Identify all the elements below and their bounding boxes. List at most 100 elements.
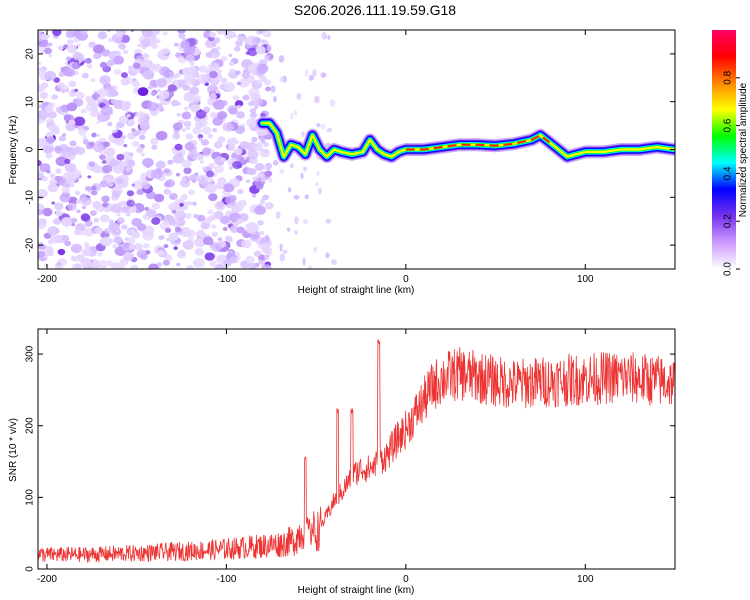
noise-speck: [199, 160, 205, 164]
noise-speck: [61, 186, 71, 194]
x-tick-label: -200: [37, 274, 57, 285]
noise-speck: [321, 31, 328, 40]
noise-speck: [181, 128, 186, 132]
noise-speck: [84, 57, 92, 64]
noise-speck: [316, 123, 321, 128]
noise-speck: [317, 187, 322, 195]
noise-speck: [153, 193, 165, 203]
noise-speck: [116, 217, 125, 224]
noise-speck: [231, 204, 241, 214]
noise-speck: [108, 222, 120, 232]
noise-speck: [150, 169, 163, 180]
noise-speck: [72, 51, 83, 61]
ridge-band: [261, 122, 675, 158]
noise-speck: [229, 225, 239, 234]
noise-speck: [100, 236, 112, 247]
noise-speck: [294, 216, 299, 225]
noise-speck: [155, 38, 161, 44]
noise-speck: [161, 48, 170, 55]
noise-speck: [162, 31, 168, 36]
noise-speck: [39, 91, 49, 99]
noise-speck: [255, 80, 261, 85]
noise-speck: [136, 111, 145, 119]
noise-speck: [247, 149, 259, 160]
noise-speck: [125, 166, 132, 172]
noise-speck: [66, 178, 75, 186]
noise-speck: [211, 231, 219, 238]
noise-speck: [69, 140, 77, 147]
noise-speck: [259, 198, 266, 205]
colorbar-ticks: 0.0 0.2 0.4 0.6 0.8: [723, 70, 740, 276]
noise-speck: [172, 154, 184, 164]
noise-speck: [207, 209, 214, 215]
noise-speck: [108, 205, 113, 209]
noise-speck: [58, 135, 66, 142]
noise-speck: [255, 182, 264, 190]
noise-speck: [179, 227, 192, 238]
noise-speck: [234, 100, 244, 108]
noise-speck: [248, 87, 260, 98]
noise-speck: [290, 112, 294, 120]
noise-speck: [105, 260, 114, 267]
noise-speck: [42, 207, 53, 217]
noise-speck: [223, 183, 235, 193]
noise-speck: [188, 150, 199, 159]
noise-speck: [196, 229, 205, 237]
noise-speck: [331, 259, 337, 266]
noise-speck: [94, 226, 104, 235]
noise-speck: [123, 242, 130, 248]
x-tick-label: -100: [216, 274, 236, 285]
noise-speck: [313, 95, 319, 104]
noise-speck: [174, 226, 182, 233]
noise-speck: [168, 219, 177, 226]
snr-plot-area: [38, 339, 675, 563]
noise-speck: [250, 95, 259, 102]
x-tick-label: 0: [403, 574, 409, 585]
noise-speck: [325, 218, 332, 224]
noise-speck: [155, 160, 166, 169]
noise-speck: [263, 55, 270, 62]
noise-speck: [201, 126, 212, 135]
noise-speck: [225, 235, 233, 242]
noise-speck: [64, 67, 76, 77]
noise-speck: [275, 211, 281, 219]
noise-speck: [55, 210, 63, 217]
noise-speck: [107, 121, 113, 127]
noise-speck: [88, 41, 96, 48]
noise-speck: [186, 264, 194, 269]
noise-speck: [107, 59, 115, 66]
noise-speck: [194, 247, 204, 256]
noise-speck: [228, 61, 235, 66]
noise-speck: [71, 223, 76, 227]
noise-speck: [264, 170, 273, 177]
noise-speck: [132, 62, 141, 69]
noise-speck: [261, 137, 266, 144]
noise-speck: [210, 47, 218, 54]
noise-speck: [47, 183, 59, 193]
noise-speck: [254, 162, 265, 171]
noise-speck: [57, 45, 64, 51]
noise-speck: [126, 237, 136, 245]
noise-speck: [223, 259, 232, 267]
noise-speck: [173, 42, 179, 47]
snr-y-label: SNR (10 * v/v): [8, 418, 19, 482]
noise-speck: [81, 205, 86, 210]
noise-speck: [227, 31, 236, 38]
noise-speck: [73, 116, 86, 127]
noise-speck: [246, 168, 256, 176]
noise-speck: [176, 250, 186, 259]
y-tick-label: -20: [25, 237, 36, 252]
noise-speck: [215, 89, 220, 94]
spectrogram-noise: [38, 30, 337, 269]
noise-speck: [89, 210, 97, 216]
noise-speck: [132, 180, 144, 190]
noise-speck: [164, 254, 173, 262]
noise-speck: [214, 164, 224, 174]
noise-speck: [209, 260, 218, 268]
noise-speck: [222, 122, 234, 132]
noise-speck: [40, 40, 49, 48]
noise-speck: [171, 99, 180, 107]
noise-speck: [213, 100, 225, 110]
noise-speck: [205, 170, 215, 178]
noise-speck: [75, 91, 85, 100]
